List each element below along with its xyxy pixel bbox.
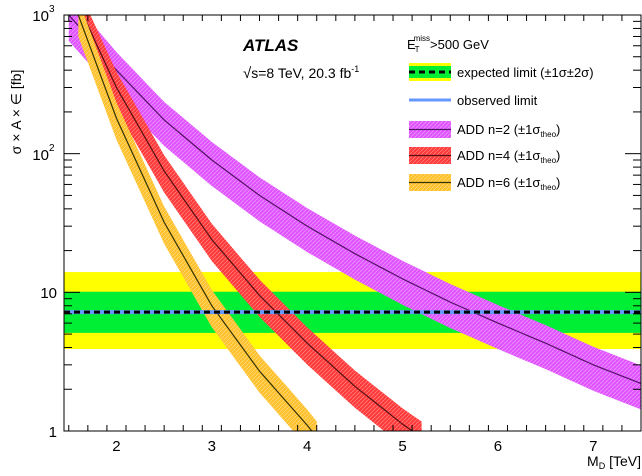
x-tick-label-5: 5 — [398, 438, 406, 455]
x-tick-label-6: 6 — [494, 438, 502, 455]
series-line-n6 — [77, 15, 313, 431]
experiment-label: ATLAS — [242, 36, 299, 55]
y-tick-exponent-100: 2 — [49, 143, 55, 154]
x-axis-label: MD [TeV] — [587, 453, 641, 471]
legend-label-observed: observed limit — [457, 93, 538, 108]
legend-entry-n4: ADD n=4 (±1σtheo) — [409, 147, 560, 165]
y-tick-exponent-1000: 3 — [49, 4, 55, 15]
legend-label-n2: ADD n=2 (±1σtheo) — [457, 122, 560, 139]
y-axis-label: σ × A × ∈ [fb] — [8, 70, 24, 155]
x-tick-label-2: 2 — [112, 438, 120, 455]
y-tick-label-1000: 10 — [32, 8, 49, 25]
legend: ETmiss>500 GeV expected limit (±1σ±2σ) o… — [407, 34, 594, 192]
legend-label-n4: ADD n=4 (±1σtheo) — [457, 148, 560, 165]
series-line-n4 — [82, 15, 414, 431]
y-tick-label-1: 1 — [49, 424, 57, 441]
legend-entry-n2: ADD n=2 (±1σtheo) — [409, 121, 560, 139]
x-tick-label-7: 7 — [589, 438, 597, 455]
plot-area — [64, 15, 641, 431]
x-tick-label-4: 4 — [303, 438, 311, 455]
y-tick-label-100: 10 — [32, 147, 49, 164]
energy-lumi-label: √s=8 TeV, 20.3 fb-1 — [243, 64, 359, 82]
y-tick-label-10: 10 — [40, 285, 57, 302]
legend-header: ETmiss>500 GeV — [407, 34, 489, 54]
legend-entry-observed: observed limit — [409, 93, 538, 108]
legend-label-expected: expected limit (±1σ±2σ) — [457, 65, 594, 80]
plot-frame — [63, 14, 642, 432]
legend-entry-expected: expected limit (±1σ±2σ) — [409, 63, 594, 81]
series-line-n2 — [68, 15, 641, 385]
legend-label-n6: ADD n=6 (±1σtheo) — [457, 175, 560, 192]
legend-entry-n6: ADD n=6 (±1σtheo) — [409, 174, 560, 192]
x-tick-label-3: 3 — [208, 438, 216, 455]
